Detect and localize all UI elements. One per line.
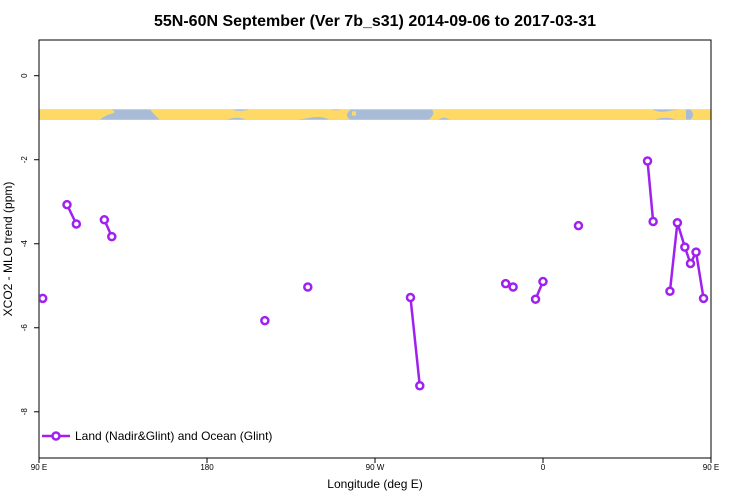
data-point-10-2 (680, 242, 690, 252)
series-line-segment-9 (646, 160, 655, 222)
plot-frame (38, 39, 712, 459)
data-point-11-1 (739, 221, 746, 228)
y-tick-label-0: 0 (20, 73, 29, 78)
data-point-10-4 (691, 247, 701, 257)
legend: Land (Nadir&Glint) and Ocean (Glint) (42, 429, 272, 443)
map-strip-land-left (39, 109, 115, 120)
series-line-segment-5 (409, 297, 422, 386)
data-point-7-1 (538, 276, 548, 287)
series-layer (39, 156, 746, 391)
map-strip-ocean (39, 109, 711, 120)
data-point-9-1 (648, 216, 658, 227)
x-tick-label-2: 90 W (366, 463, 385, 472)
data-point-3-0 (260, 315, 270, 326)
y-axis: 0 -2 -4 -6 -8 (20, 73, 39, 415)
data-point-5-0 (405, 292, 416, 303)
map-strip-land-north-america (150, 109, 350, 120)
data-point-10-0 (665, 286, 675, 296)
x-axis: 90 E 180 90 W 0 90 E (31, 458, 719, 472)
map-strip-land-europe-asia (428, 109, 686, 120)
data-point-10-5 (698, 293, 709, 304)
x-axis-label: Longitude (deg E) (327, 477, 422, 491)
chart-title: 55N-60N September (Ver 7b_s31) 2014-09-0… (154, 13, 596, 30)
map-strip-land-north-atlantic (352, 111, 356, 116)
data-point-6-1 (508, 282, 518, 292)
data-point-2-0 (99, 215, 110, 225)
data-point-9-0 (642, 156, 653, 166)
x-tick-label-0: 90 E (31, 463, 47, 472)
x-tick-label-4: 90 E (703, 463, 719, 472)
map-strip-land-right (690, 109, 711, 120)
data-point-10-3 (685, 258, 696, 269)
series-line-segment-11 (733, 204, 742, 224)
series-line-segment-10 (668, 222, 705, 299)
data-point-4-0 (303, 282, 313, 292)
x-tick-label-3: 0 (541, 463, 546, 472)
legend-label: Land (Nadir&Glint) and Ocean (Glint) (75, 429, 272, 443)
legend-marker (51, 431, 61, 441)
data-point-1-1 (71, 219, 82, 229)
data-point-8-0 (573, 220, 584, 231)
y-tick-label-1: -2 (20, 156, 29, 164)
y-tick-label-3: -6 (20, 324, 29, 332)
data-point-10-1 (672, 217, 683, 228)
y-tick-label-4: -8 (20, 408, 29, 416)
data-point-11-0 (730, 200, 737, 207)
data-point-2-1 (107, 231, 117, 242)
data-point-6-0 (500, 278, 511, 289)
y-tick-label-2: -4 (20, 240, 29, 248)
data-point-1-0 (62, 199, 72, 210)
y-axis-label: XCO2 - MLO trend (ppm) (1, 182, 15, 317)
data-point-5-1 (415, 380, 425, 391)
map-strip (39, 109, 711, 120)
x-tick-label-1: 180 (200, 463, 214, 472)
data-point-7-0 (530, 294, 541, 304)
data-point-0-0 (39, 293, 48, 304)
